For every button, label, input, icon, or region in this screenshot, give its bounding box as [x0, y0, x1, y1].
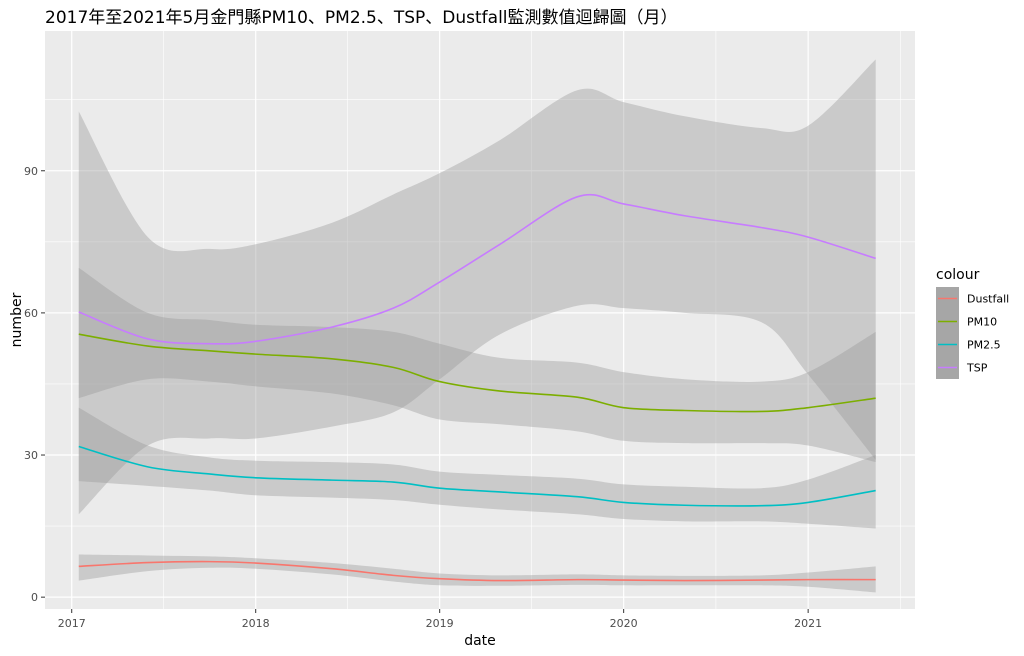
- y-axis-title: number: [9, 292, 25, 347]
- y-tick-label: 60: [24, 307, 38, 320]
- x-tick-label: 2019: [426, 617, 454, 630]
- ribbon-TSP: [78, 59, 876, 515]
- legend-label-PM2.5: PM2.5: [967, 339, 1001, 352]
- line-PM10: [78, 333, 876, 413]
- y-tick-label: 90: [24, 165, 38, 178]
- grid: [45, 31, 915, 609]
- x-tick-label: 2018: [242, 617, 270, 630]
- x-tick-label: 2020: [610, 617, 638, 630]
- x-axis: 2017 2018 2019 2020 2021: [58, 609, 822, 630]
- legend-label-PM10: PM10: [967, 316, 997, 329]
- legend: colour Dustfall PM10 PM2.5 TSP: [936, 267, 1009, 379]
- x-tick-label: 2017: [58, 617, 86, 630]
- legend-title: colour: [936, 267, 980, 283]
- line-PM2.5: [78, 445, 876, 507]
- x-axis-title: date: [464, 633, 496, 649]
- legend-label-TSP: TSP: [966, 362, 988, 375]
- series-lines: [78, 193, 876, 582]
- y-tick-label: 30: [24, 449, 38, 462]
- y-tick-label: 0: [31, 591, 38, 604]
- x-tick-label: 2021: [794, 617, 822, 630]
- line-TSP: [78, 193, 876, 345]
- y-axis: 0 30 60 90: [24, 165, 45, 604]
- line-Dustfall: [78, 560, 876, 582]
- legend-label-Dustfall: Dustfall: [967, 293, 1009, 306]
- ribbon-PM2.5: [78, 407, 876, 529]
- ribbon-PM10: [78, 267, 876, 463]
- chart-title: 2017年至2021年5月金門縣PM10、PM2.5、TSP、Dustfall監…: [45, 8, 678, 28]
- plot-panel: [45, 31, 915, 609]
